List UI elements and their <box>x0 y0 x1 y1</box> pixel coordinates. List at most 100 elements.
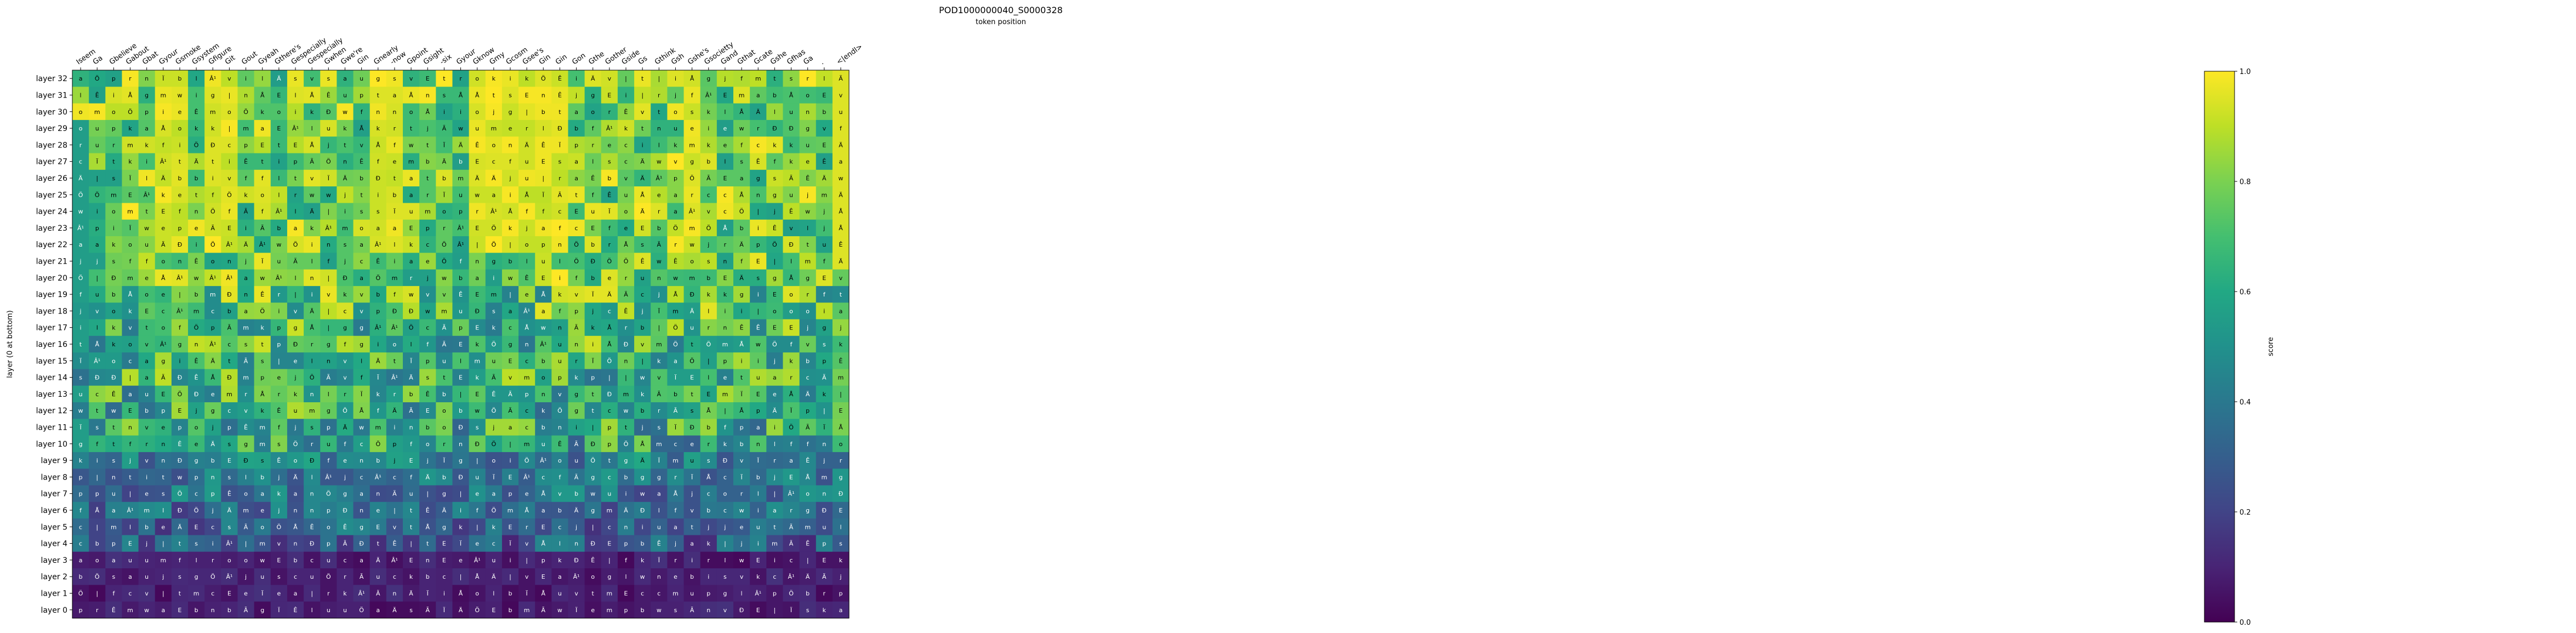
cell-label: Ö <box>243 109 248 116</box>
heatmap-cell <box>634 87 651 104</box>
cell-label: Ã <box>492 374 496 381</box>
heatmap-cell <box>617 153 635 170</box>
heatmap-cell <box>270 219 288 237</box>
y-tick-label: layer 3 <box>41 556 67 565</box>
cell-label: f <box>592 125 595 132</box>
cell-label: g <box>773 275 777 282</box>
cell-label: Å <box>542 540 546 548</box>
cell-label: w <box>326 191 331 198</box>
cell-label: a <box>145 374 149 381</box>
cell-label: Ä <box>839 191 843 198</box>
heatmap-cell <box>535 253 552 270</box>
cell-label: a <box>773 507 777 514</box>
heatmap-cell <box>287 169 304 187</box>
cell-label: t <box>426 141 429 149</box>
cell-label: g <box>195 457 198 464</box>
heatmap-cell <box>634 203 651 220</box>
heatmap-cell <box>122 103 139 121</box>
cell-label: Ã <box>360 573 364 580</box>
cell-label: c <box>773 573 776 580</box>
cell-label: f <box>261 208 264 215</box>
cell-label: Ö <box>607 258 612 265</box>
cell-label: n <box>161 441 165 448</box>
y-tick-label: layer 21 <box>36 257 67 266</box>
cell-label: b <box>442 474 446 481</box>
cell-label: s <box>509 92 512 99</box>
cell-label: i <box>344 208 346 215</box>
heatmap-cell <box>601 186 618 203</box>
heatmap-cell <box>551 219 568 237</box>
cell-label: u <box>789 191 793 198</box>
heatmap-cell <box>320 87 337 104</box>
cell-label: Â¹ <box>491 208 497 215</box>
cell-label: o <box>277 109 281 116</box>
cell-label: | <box>96 523 98 531</box>
cell-label: c <box>426 241 429 248</box>
cell-label: k <box>459 523 463 531</box>
cell-label: u <box>327 441 330 448</box>
heatmap-cell <box>304 87 321 104</box>
cell-label: b <box>426 424 430 431</box>
heatmap-cell <box>601 169 618 187</box>
cell-label: f <box>840 125 842 132</box>
heatmap-cell <box>816 70 833 87</box>
heatmap-cell <box>105 136 122 153</box>
cell-label: l <box>311 357 313 364</box>
cell-label: v <box>740 573 744 580</box>
cell-label: k <box>723 441 727 448</box>
cell-label: e <box>674 573 677 580</box>
cell-label: o <box>475 75 479 82</box>
cell-label: b <box>376 291 380 298</box>
cell-label: s <box>228 474 231 481</box>
cell-label: p <box>674 175 677 182</box>
cell-label: l <box>311 474 313 481</box>
heatmap-cell <box>353 219 371 237</box>
cell-label: Ö <box>293 241 298 248</box>
heatmap-cell <box>485 70 503 87</box>
heatmap-cell <box>386 186 403 203</box>
cell-label: Ö <box>409 324 414 332</box>
cell-label: w <box>144 225 149 232</box>
cell-label: a <box>244 275 248 282</box>
cell-label: a <box>95 241 99 248</box>
cell-label: w <box>739 507 744 514</box>
cell-label: m <box>375 424 381 431</box>
cell-label: Ã <box>409 407 413 414</box>
cell-label: k <box>789 158 793 166</box>
cell-label: g <box>360 341 363 348</box>
cell-label: v <box>690 507 694 514</box>
cell-label: b <box>508 258 512 265</box>
cell-label: n <box>542 92 545 99</box>
heatmap-cell <box>799 236 817 253</box>
heatmap-cell <box>501 87 519 104</box>
cell-label: m <box>309 407 315 414</box>
cell-label: i <box>229 158 230 166</box>
cell-label: c <box>608 407 611 414</box>
heatmap-cell <box>237 87 255 104</box>
heatmap-cell <box>386 119 403 137</box>
heatmap-cell <box>122 169 139 187</box>
cell-label: p <box>459 208 463 215</box>
cell-label: j <box>212 424 214 431</box>
cell-label: b <box>574 125 578 132</box>
cell-label: l <box>460 357 461 364</box>
cell-label: r <box>608 241 611 248</box>
cell-label: n <box>327 357 330 364</box>
cell-label: n <box>574 341 578 348</box>
cell-label: a <box>509 424 512 431</box>
cell-label: Ð <box>343 507 347 514</box>
cell-label: | <box>294 291 297 298</box>
heatmap-cell <box>204 119 221 137</box>
cell-label: a <box>558 573 562 580</box>
cell-label: a <box>376 607 380 614</box>
heatmap-cell <box>171 219 189 237</box>
heatmap-cell <box>518 70 535 87</box>
cell-label: Â¹ <box>276 208 282 215</box>
heatmap-cell <box>551 153 568 170</box>
cell-label: k <box>310 225 314 232</box>
cell-label: c <box>343 557 346 564</box>
cell-label: k <box>723 291 727 298</box>
cell-label: Ö <box>95 75 100 82</box>
cell-label: | <box>476 241 478 248</box>
cell-label: Â¹ <box>127 507 134 514</box>
